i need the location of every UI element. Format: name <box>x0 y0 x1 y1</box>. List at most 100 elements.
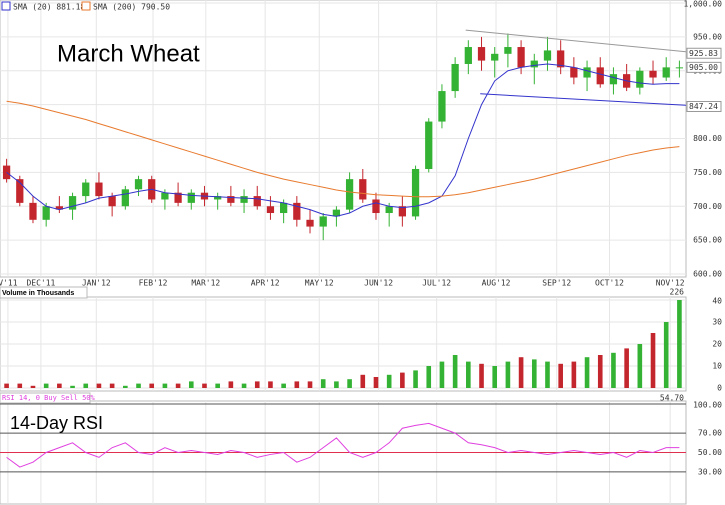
volume-bar <box>545 361 550 388</box>
volume-bar <box>663 322 669 388</box>
volume-bar <box>466 361 471 388</box>
candle-body <box>451 63 459 92</box>
volume-bar <box>531 359 537 388</box>
candle-body <box>174 192 182 203</box>
y-tick-label: 10 <box>712 362 722 371</box>
rsi-line <box>6 422 680 468</box>
volume-bar <box>149 383 155 388</box>
volume-bar <box>624 348 629 388</box>
volume-bar <box>136 383 141 388</box>
candle-body <box>68 196 77 210</box>
last-value-label: 54.70 <box>660 394 684 403</box>
volume-bar <box>43 383 49 388</box>
volume-bar <box>400 372 405 388</box>
y-tick-label: 0 <box>717 384 722 393</box>
candle-body <box>636 70 644 88</box>
x-tick-label: OCT'12 <box>595 279 624 288</box>
candle-body <box>570 67 578 78</box>
legend-label: SMA (20) 881.18 <box>13 3 85 12</box>
candle-body <box>583 67 591 78</box>
volume-bar <box>347 379 352 388</box>
y-tick-label: 30.00 <box>698 467 722 476</box>
volume-bar <box>30 385 36 388</box>
volume-bar <box>241 383 247 388</box>
volume-bar <box>386 374 392 388</box>
volume-bar <box>4 383 9 388</box>
candle-body <box>372 199 380 214</box>
sma-line <box>6 63 680 217</box>
y-tick-label: 700.00 <box>693 202 722 211</box>
volume-bar <box>597 355 603 388</box>
candle-body <box>425 121 433 169</box>
candle-body <box>319 216 327 227</box>
price-badge <box>686 61 722 73</box>
y-tick-label: 1,000.00 <box>683 0 722 9</box>
candle-body <box>214 196 222 200</box>
volume-bar <box>70 385 75 388</box>
panel-header-box <box>0 392 91 404</box>
candle-body <box>121 189 129 207</box>
price-badge <box>686 100 722 112</box>
candle-body <box>530 60 538 68</box>
y-tick-label: 950.00 <box>693 32 722 41</box>
volume-bar <box>492 366 498 388</box>
price-badge <box>686 47 722 59</box>
volume-annotation: 226 <box>670 288 685 297</box>
volume-bar <box>334 381 339 388</box>
candle-body <box>240 196 248 203</box>
candle-body <box>134 179 143 190</box>
x-tick-label: AUG'12 <box>482 279 511 288</box>
volume-bar <box>215 383 220 388</box>
candle-body <box>108 196 116 207</box>
y-tick-label: 800.00 <box>693 134 722 143</box>
candle-body <box>662 67 670 78</box>
volume-bar <box>228 381 234 388</box>
y-tick-label: 40 <box>712 297 722 306</box>
volume-bar <box>96 383 102 388</box>
legend-label: SMA (200) 790.50 <box>93 3 170 12</box>
panel-title: Volume in Thousands <box>2 290 74 297</box>
x-tick-label: JUL'12 <box>422 279 451 288</box>
candle-body <box>345 179 354 210</box>
candle-body <box>266 206 275 214</box>
candle-body <box>385 206 393 214</box>
volume-bar <box>505 361 511 388</box>
volume-bar <box>109 383 115 388</box>
candle-body <box>82 182 90 197</box>
candle-body <box>187 192 195 203</box>
candle-body <box>359 179 367 200</box>
volume-bar <box>611 352 616 388</box>
y-tick-label: 600.00 <box>693 270 722 279</box>
volume-bar <box>175 383 181 388</box>
candle-body <box>543 50 552 61</box>
x-tick-label: DEC'11 <box>26 279 55 288</box>
candle-body <box>464 47 472 64</box>
volume-bar <box>426 366 432 388</box>
candle-body <box>477 47 486 61</box>
y-tick-label: 100.00 <box>693 401 722 410</box>
y-tick-label: 750.00 <box>693 168 722 177</box>
volume-bar <box>360 374 366 388</box>
volume-bar <box>584 357 590 388</box>
legend-swatch <box>81 1 91 11</box>
price-badge-label: 905.00 <box>689 63 718 72</box>
y-tick-label: 30 <box>712 318 722 327</box>
candle-body <box>649 70 657 78</box>
volume-bar <box>268 381 273 388</box>
candle-body <box>557 50 565 68</box>
trendline <box>465 29 687 53</box>
candle-body <box>161 192 169 200</box>
legend-swatch <box>1 1 11 11</box>
candle-body <box>596 67 604 85</box>
volume-bar <box>637 344 643 388</box>
candle-body <box>2 165 11 180</box>
volume-bar <box>17 383 23 388</box>
candle-body <box>55 206 63 210</box>
x-tick-label: JUN'12 <box>364 279 393 288</box>
candle-body <box>438 91 446 122</box>
volume-bar <box>57 383 62 388</box>
y-tick-label: 650.00 <box>693 236 722 245</box>
x-tick-label: V'11 <box>0 279 18 288</box>
candle-body <box>398 206 406 217</box>
